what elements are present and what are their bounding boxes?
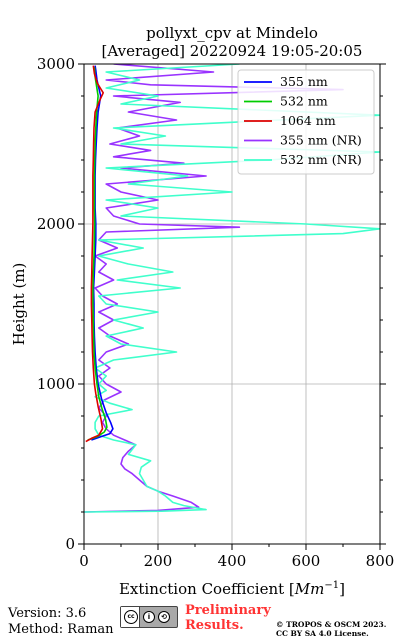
legend-entry: 532 nm (NR) — [280, 152, 362, 167]
series-line-355-nm-nr — [84, 64, 344, 513]
x-tick-label: 800 — [366, 552, 395, 570]
chart-title-line2: [Averaged] 20220924 19:05-20:05 — [101, 42, 363, 60]
legend-entry: 355 nm (NR) — [280, 133, 362, 148]
legend-entry: 355 nm — [280, 74, 328, 89]
x-tick-label: 0 — [79, 552, 89, 570]
axis-ticks: 0 200 400 600 800 0 1000 2000 3000 — [37, 55, 395, 570]
y-tick-label: 0 — [65, 535, 75, 553]
y-tick-label: 1000 — [37, 375, 75, 393]
y-axis-label: Height (m) — [10, 263, 28, 346]
license-text: CC BY SA 4.0 License. — [276, 629, 369, 638]
by-icon: i — [143, 611, 155, 623]
method-text: Method: Raman — [8, 622, 114, 637]
sa-icon: ⟲ — [158, 611, 170, 623]
copyright-text: © TROPOS & OSCM 2023. — [276, 620, 387, 629]
legend-entry: 532 nm — [280, 94, 328, 109]
y-tick-label: 2000 — [37, 215, 75, 233]
legend-box — [237, 69, 375, 175]
x-tick-label: 600 — [292, 552, 321, 570]
x-tick-label: 400 — [218, 552, 247, 570]
x-tick-label: 200 — [144, 552, 173, 570]
series-line-532-nm — [87, 67, 108, 441]
version-text: Version: 3.6 — [8, 606, 87, 621]
series-line-355-nm — [91, 65, 114, 441]
x-axis-label: Extinction Coefficient [Mm−1] — [119, 580, 345, 598]
legend-entry: 1064 nm — [280, 113, 336, 128]
cc-license-badge: cc i ⟲ — [120, 606, 178, 628]
extinction-profile-chart: 0 200 400 600 800 0 1000 2000 3000 Extinction Co… — [10, 55, 395, 598]
legend: 355 nm 532 nm 1064 nm 355 nm (NR) 532 nm (NR… — [237, 69, 375, 175]
results-label: Results. — [185, 618, 244, 633]
chart-title-line1: pollyxt_cpv at Mindelo — [146, 24, 318, 42]
cc-icon: cc — [124, 610, 138, 624]
series-line-1064-nm — [85, 65, 104, 443]
y-tick-label: 3000 — [37, 55, 75, 73]
preliminary-label: Preliminary — [185, 603, 271, 618]
